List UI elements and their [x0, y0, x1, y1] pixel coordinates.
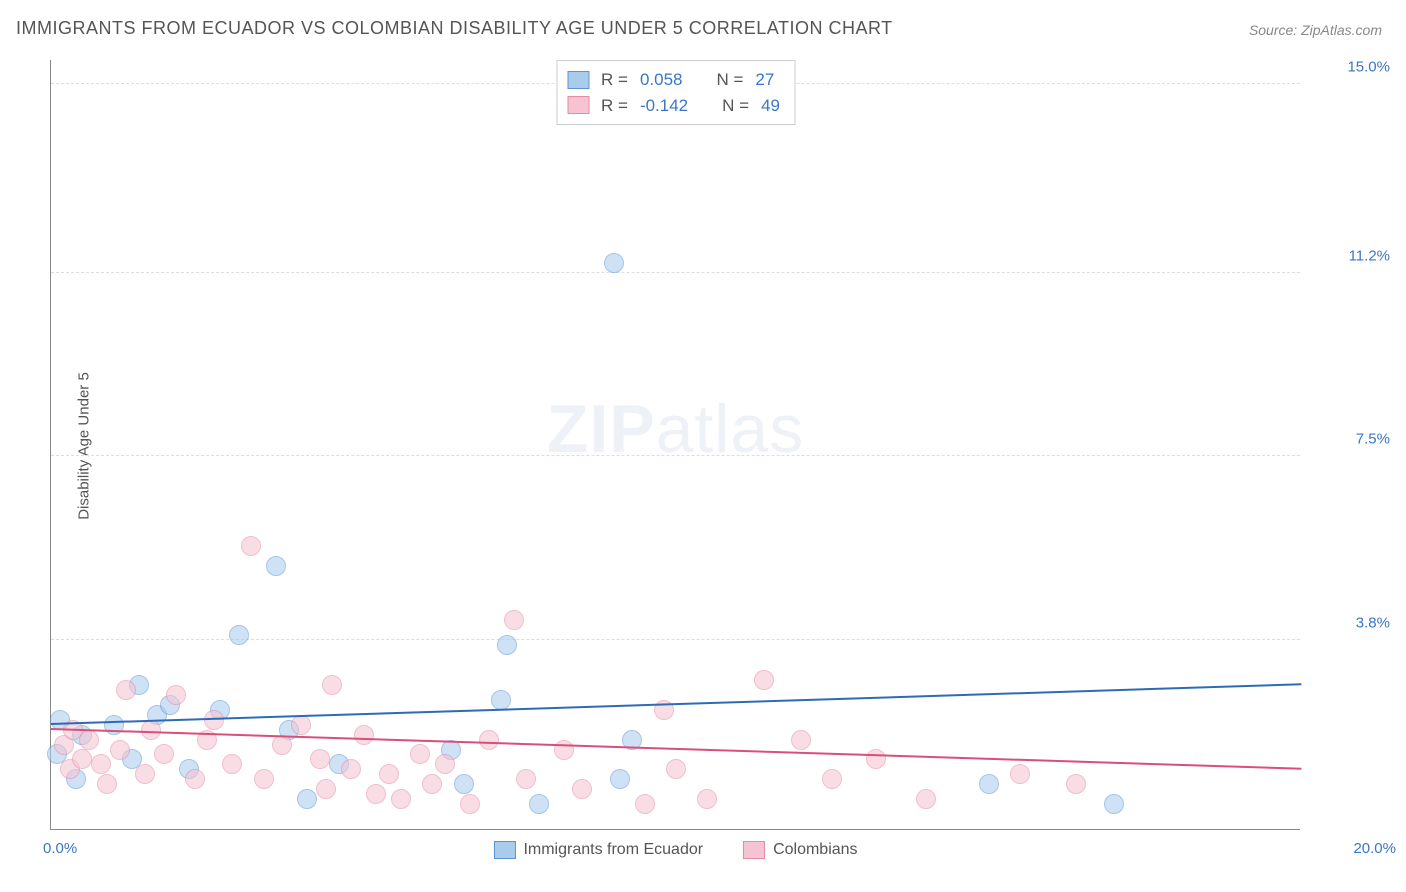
scatter-point — [497, 635, 517, 655]
scatter-point — [604, 253, 624, 273]
scatter-point — [697, 789, 717, 809]
scatter-point — [135, 764, 155, 784]
scatter-point — [666, 759, 686, 779]
scatter-point — [435, 754, 455, 774]
scatter-point — [1010, 764, 1030, 784]
scatter-point — [354, 725, 374, 745]
stats-row-ecuador: R = 0.058 N = 27 — [567, 67, 780, 93]
r-value-0: 0.058 — [640, 67, 683, 93]
scatter-point — [154, 744, 174, 764]
legend-label-ecuador: Immigrants from Ecuador — [523, 841, 703, 859]
scatter-point — [422, 774, 442, 794]
scatter-point — [254, 769, 274, 789]
swatch-colombians — [567, 96, 589, 114]
scatter-point — [516, 769, 536, 789]
scatter-point — [491, 690, 511, 710]
scatter-point — [916, 789, 936, 809]
scatter-point — [366, 784, 386, 804]
scatter-point — [410, 744, 430, 764]
legend-label-colombians: Colombians — [773, 841, 857, 859]
scatter-point — [1104, 794, 1124, 814]
scatter-point — [166, 685, 186, 705]
source-attribution: Source: ZipAtlas.com — [1249, 22, 1382, 38]
scatter-point — [635, 794, 655, 814]
scatter-point — [72, 749, 92, 769]
scatter-point — [79, 730, 99, 750]
scatter-point — [341, 759, 361, 779]
r-label-0: R = — [601, 67, 628, 93]
scatter-point — [479, 730, 499, 750]
trend-line — [51, 683, 1301, 725]
y-tick-label: 15.0% — [1310, 58, 1390, 75]
scatter-point — [91, 754, 111, 774]
scatter-point — [610, 769, 630, 789]
x-tick-max: 20.0% — [1353, 840, 1396, 857]
legend-swatch-ecuador — [493, 841, 515, 859]
scatter-point — [322, 675, 342, 695]
r-label-1: R = — [601, 93, 628, 119]
y-tick-label: 11.2% — [1310, 247, 1390, 264]
plot-area: ZIPatlas 3.8%7.5%11.2%15.0% R = 0.058 N … — [50, 60, 1300, 830]
n-label-0: N = — [716, 67, 743, 93]
y-tick-label: 3.8% — [1310, 615, 1390, 632]
stats-legend: R = 0.058 N = 27 R = -0.142 N = 49 — [556, 60, 795, 125]
scatter-point — [266, 556, 286, 576]
scatter-point — [229, 625, 249, 645]
legend-item-ecuador: Immigrants from Ecuador — [493, 841, 703, 859]
scatter-point — [97, 774, 117, 794]
n-label-1: N = — [722, 93, 749, 119]
bottom-legend: Immigrants from Ecuador Colombians — [493, 841, 857, 859]
scatter-point — [316, 779, 336, 799]
gridline — [51, 272, 1300, 273]
r-value-1: -0.142 — [640, 93, 688, 119]
scatter-point — [185, 769, 205, 789]
scatter-point — [460, 794, 480, 814]
scatter-point — [310, 749, 330, 769]
scatter-point — [822, 769, 842, 789]
scatter-point — [141, 720, 161, 740]
y-tick-label: 7.5% — [1310, 431, 1390, 448]
scatter-point — [110, 740, 130, 760]
scatter-point — [379, 764, 399, 784]
scatter-point — [529, 794, 549, 814]
legend-swatch-colombians — [743, 841, 765, 859]
scatter-point — [116, 680, 136, 700]
scatter-point — [1066, 774, 1086, 794]
chart-title: IMMIGRANTS FROM ECUADOR VS COLOMBIAN DIS… — [16, 18, 893, 39]
swatch-ecuador — [567, 71, 589, 89]
scatter-point — [504, 610, 524, 630]
n-value-1: 49 — [761, 93, 780, 119]
scatter-point — [391, 789, 411, 809]
x-tick-min: 0.0% — [43, 840, 77, 857]
gridline — [51, 455, 1300, 456]
scatter-point — [554, 740, 574, 760]
scatter-point — [241, 536, 261, 556]
scatter-point — [291, 715, 311, 735]
scatter-point — [754, 670, 774, 690]
scatter-point — [791, 730, 811, 750]
scatter-point — [454, 774, 474, 794]
scatter-point — [297, 789, 317, 809]
scatter-point — [866, 749, 886, 769]
scatter-point — [572, 779, 592, 799]
stats-row-colombians: R = -0.142 N = 49 — [567, 93, 780, 119]
scatter-point — [222, 754, 242, 774]
scatter-point — [979, 774, 999, 794]
n-value-0: 27 — [755, 67, 774, 93]
legend-item-colombians: Colombians — [743, 841, 857, 859]
